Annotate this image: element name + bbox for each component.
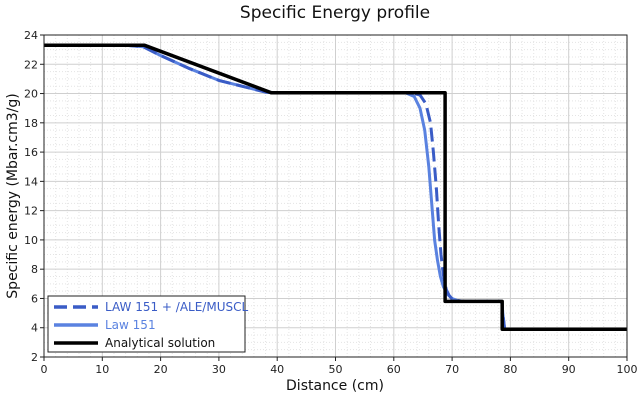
x-tick-label: 0	[41, 363, 48, 376]
legend-label-2: Analytical solution	[105, 336, 215, 350]
series-layer	[44, 43, 627, 331]
legend-label-0: LAW 151 + /ALE/MUSCL	[105, 300, 248, 314]
y-tick-label: 14	[24, 175, 38, 188]
x-tick-label: 20	[154, 363, 168, 376]
y-tick-label: 20	[24, 88, 38, 101]
x-tick-label: 10	[95, 363, 109, 376]
x-tick-label: 40	[270, 363, 284, 376]
x-tick-label: 30	[212, 363, 226, 376]
grid	[43, 34, 628, 358]
x-axis-title: Distance (cm)	[286, 378, 384, 394]
x-tick-label: 50	[329, 363, 343, 376]
series-line-2	[44, 43, 627, 331]
x-tick-label: 100	[617, 363, 638, 376]
x-tick-label: 90	[562, 363, 576, 376]
y-tick-label: 4	[31, 322, 38, 335]
y-tick-label: 8	[31, 263, 38, 276]
y-tick-label: 10	[24, 234, 38, 247]
y-tick-label: 6	[31, 292, 38, 305]
legend: LAW 151 + /ALE/MUSCL Law 151 Analytical so…	[47, 295, 248, 353]
x-tick-label: 70	[445, 363, 459, 376]
y-tick-label: 18	[24, 117, 38, 130]
y-tick-label: 12	[24, 205, 38, 218]
chart-title: Specific Energy profile	[240, 3, 430, 23]
x-tick-label: 80	[503, 363, 517, 376]
axes-layer: 0 10 20 30 40 50 60 70 80 90 100246810121416182022…	[24, 29, 638, 376]
y-tick-label: 24	[24, 29, 38, 42]
x-tick-label: 60	[387, 363, 401, 376]
legend-label-1: Law 151	[105, 318, 156, 332]
y-tick-label: 2	[31, 351, 38, 364]
y-tick-label: 16	[24, 146, 38, 159]
y-axis-title: Specific energy (Mbar.cm3/g)	[5, 93, 21, 298]
y-tick-label: 22	[24, 58, 38, 71]
